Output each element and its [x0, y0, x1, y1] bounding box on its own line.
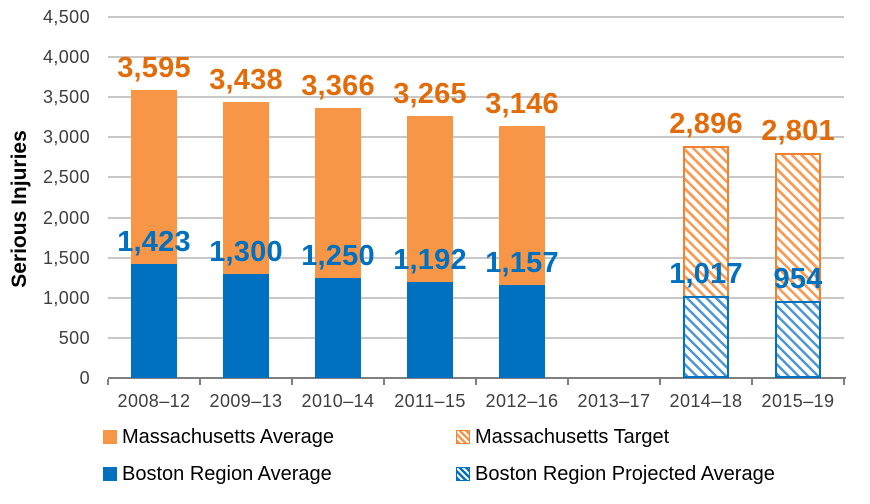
x-axis-tick: [291, 379, 293, 385]
y-axis-tick-label: 500: [58, 327, 90, 348]
bar-boston-region-average: [315, 277, 361, 378]
y-axis-tick-label: 1,500: [42, 247, 90, 268]
x-axis-tick-label: 2009–13: [209, 391, 283, 411]
value-label-boston-region-average: 1,423: [117, 225, 191, 258]
value-label-massachusetts-average: 3,146: [485, 87, 559, 120]
value-label-boston-region-projected-average: 1,017: [669, 258, 743, 291]
x-axis-tick: [199, 379, 201, 385]
gridline: [108, 216, 844, 219]
legend-item-massachusetts-average: Massachusetts Average: [103, 427, 334, 447]
bar-boston-region-projected-average: [775, 301, 821, 378]
x-axis-tick: [383, 379, 385, 385]
x-axis-tick: [567, 379, 569, 385]
x-axis-tick: [475, 379, 477, 385]
bar-boston-region-average: [131, 263, 177, 378]
gridline: [108, 136, 844, 139]
legend-item-boston-region-average: Boston Region Average: [103, 464, 332, 484]
value-label-massachusetts-average: 3,595: [117, 51, 191, 84]
y-axis-tick-label: 2,500: [42, 167, 90, 188]
y-axis-tick-label: 4,000: [42, 47, 90, 68]
y-axis-tick-label: 0: [79, 368, 90, 388]
y-axis-tick-label: 3,500: [42, 87, 90, 108]
x-axis-tick-label: 2015–19: [761, 391, 835, 411]
x-axis-tick-label: 2008–12: [117, 391, 191, 411]
legend-label: Massachusetts Average: [122, 426, 334, 448]
value-label-boston-region-average: 1,192: [393, 244, 467, 277]
value-label-boston-region-average: 1,300: [209, 235, 283, 268]
gridline: [108, 336, 844, 339]
value-label-boston-region-average: 1,250: [301, 239, 375, 272]
value-label-boston-region-average: 1,157: [485, 247, 559, 280]
gridline: [108, 256, 844, 259]
bar-boston-region-projected-average: [683, 296, 729, 378]
x-axis-tick: [751, 379, 753, 385]
value-label-massachusetts-average: 3,265: [393, 78, 467, 111]
x-axis-tick-label: 2011–15: [394, 391, 466, 411]
value-label-massachusetts-target: 2,801: [761, 115, 835, 148]
legend-label: Boston Region Average: [122, 463, 332, 485]
y-axis-tick-label: 3,000: [42, 127, 90, 148]
x-axis-tick: [843, 379, 845, 385]
bar-boston-region-average: [223, 273, 269, 378]
bar-boston-region-average: [499, 285, 545, 378]
y-axis-tick-label: 2,000: [42, 207, 90, 228]
y-axis-tick-label: 1,000: [42, 287, 90, 308]
value-label-massachusetts-average: 3,366: [301, 69, 375, 102]
value-label-boston-region-projected-average: 954: [773, 263, 823, 296]
legend-item-massachusetts-target: Massachusetts Target: [456, 427, 669, 447]
legend-swatch-massachusetts-average: [103, 430, 117, 444]
bar-boston-region-average: [407, 282, 453, 378]
x-axis-tick: [107, 379, 109, 385]
value-label-massachusetts-target: 2,896: [669, 107, 743, 140]
x-axis-tick-label: 2010–14: [301, 391, 375, 411]
legend-label: Boston Region Projected Average: [475, 463, 775, 485]
legend-label: Massachusetts Target: [475, 426, 670, 448]
x-axis-tick-label: 2014–18: [669, 391, 743, 411]
gridline: [108, 16, 844, 18]
value-label-massachusetts-average: 3,438: [209, 64, 283, 97]
legend-item-boston-region-projected-average: Boston Region Projected Average: [456, 464, 775, 484]
gridline: [108, 296, 844, 299]
x-axis-tick: [659, 379, 661, 385]
gridline: [108, 96, 844, 99]
legend-swatch-boston-region-average: [103, 467, 117, 481]
x-axis-line: [108, 377, 846, 379]
legend-swatch-boston-region-projected-average: [456, 467, 470, 481]
x-axis-tick-label: 2013–17: [577, 391, 651, 411]
gridline: [108, 56, 844, 59]
x-axis-tick-label: 2012–16: [485, 391, 559, 411]
y-axis-tick-label: 4,500: [42, 7, 90, 27]
gridline: [108, 176, 844, 179]
legend-swatch-massachusetts-target: [456, 430, 470, 444]
